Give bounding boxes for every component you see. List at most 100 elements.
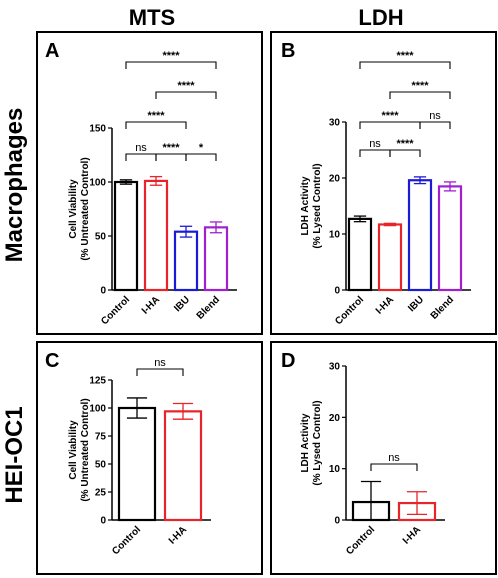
bar-blend xyxy=(203,226,229,292)
significance-bracket xyxy=(185,153,217,161)
error-bar-ibu xyxy=(179,225,193,238)
panel-a-frame xyxy=(36,31,263,335)
y-tick-label: 30 xyxy=(329,118,341,129)
panel-letter-d: D xyxy=(281,350,295,372)
y-tick-label: 150 xyxy=(89,124,106,135)
bar-ibu xyxy=(173,230,199,292)
bar-blend xyxy=(437,185,463,292)
column-title-ldh: LDH xyxy=(358,5,403,30)
significance-label: ns xyxy=(135,142,147,154)
category-label: Control xyxy=(344,524,377,557)
y-tick-label: 10 xyxy=(329,464,341,475)
category-label: IBU xyxy=(406,294,426,314)
error-bar-control xyxy=(353,215,367,223)
significance-label: ns xyxy=(429,110,441,122)
category-label: Control xyxy=(110,524,143,557)
significance-label: **** xyxy=(162,50,180,62)
category-label: Control xyxy=(333,294,366,327)
significance-bracket xyxy=(125,153,157,161)
significance-label: **** xyxy=(147,110,165,122)
plot-b: 0 10 20 30 LDH Activity(% Lysed Control) Cont… xyxy=(300,50,471,327)
error-bar-control xyxy=(360,480,382,521)
y-tick-label: 30 xyxy=(329,362,341,373)
significance-label: **** xyxy=(396,138,414,150)
significance-bracket xyxy=(155,153,187,161)
row-title-hei-oc1: HEI-OC1 xyxy=(1,406,28,503)
significance-bracket xyxy=(125,61,217,69)
y-tick-label: 0 xyxy=(100,516,106,527)
bar-control xyxy=(117,406,157,522)
bar-i-ha xyxy=(377,223,403,292)
y-tick-label: 10 xyxy=(329,230,341,241)
category-label: I-HA xyxy=(167,524,189,546)
panel-letter-b: B xyxy=(281,40,295,62)
y-tick-label: 125 xyxy=(89,376,106,387)
error-bar-ibu xyxy=(413,176,427,185)
bar-control xyxy=(347,217,373,292)
bar-ibu xyxy=(407,179,433,292)
significance-label: **** xyxy=(381,110,399,122)
y-tick-label: 25 xyxy=(95,488,107,499)
category-label: Control xyxy=(99,294,132,327)
significance-bracket xyxy=(389,91,451,99)
panel-letter-c: C xyxy=(45,350,59,372)
panel-d-frame xyxy=(270,341,497,575)
significance-label: **** xyxy=(162,142,180,154)
significance-label: ns xyxy=(369,138,381,150)
significance-bracket xyxy=(389,149,421,157)
category-label: Blend xyxy=(195,294,222,321)
significance-label: **** xyxy=(396,50,414,62)
plot-a: 0 50 100 150 Cell Viability(% Untreated Cont… xyxy=(68,50,237,327)
bar-i-ha xyxy=(143,179,169,292)
significance-bracket xyxy=(136,368,184,376)
error-bar-i-ha xyxy=(406,491,428,516)
y-tick-label: 0 xyxy=(334,516,340,527)
significance-label: **** xyxy=(411,80,429,92)
y-axis-label: LDH Activity(% Lysed Control) xyxy=(300,400,323,485)
significance-bracket xyxy=(359,121,421,129)
category-label: I-HA xyxy=(140,294,162,316)
bar-control xyxy=(113,180,139,292)
y-tick-label: 100 xyxy=(89,404,106,415)
column-title-mts: MTS xyxy=(129,5,175,30)
significance-label: ns xyxy=(388,452,400,464)
bar-i-ha xyxy=(163,410,203,522)
y-tick-label: 50 xyxy=(95,232,107,243)
category-label: IBU xyxy=(172,294,192,314)
y-tick-label: 0 xyxy=(334,286,340,297)
y-tick-label: 50 xyxy=(95,460,107,471)
plot-d: 0 10 20 30 LDH Activity(% Lysed Control) Cont… xyxy=(300,362,445,557)
error-bar-i-ha xyxy=(172,402,194,420)
panel-b-frame xyxy=(270,31,497,335)
y-axis-label: LDH Activity(% Lysed Control) xyxy=(300,163,323,248)
error-bar-i-ha xyxy=(383,222,397,227)
panel-c-frame xyxy=(36,341,263,575)
error-bar-control xyxy=(119,179,133,185)
row-title-macrophages: Macrophages xyxy=(1,108,28,263)
significance-bracket xyxy=(359,61,451,69)
y-axis-label: Cell Viability(% Untreated Control) xyxy=(68,157,91,260)
error-bar-control xyxy=(126,397,148,419)
category-label: I-HA xyxy=(401,524,423,546)
plot-c: 0 25 50 75 100 125 Cell Viability(% Untreated … xyxy=(68,357,211,557)
category-label: I-HA xyxy=(374,294,396,316)
significance-label: * xyxy=(199,142,204,154)
significance-bracket xyxy=(370,463,418,471)
error-bar-i-ha xyxy=(149,175,163,186)
significance-label: **** xyxy=(177,80,195,92)
significance-bracket xyxy=(359,149,391,157)
y-tick-label: 0 xyxy=(100,286,106,297)
error-bar-blend xyxy=(209,221,223,234)
y-tick-label: 100 xyxy=(89,178,106,189)
error-bar-blend xyxy=(443,181,457,192)
panel-letter-a: A xyxy=(45,40,59,62)
significance-bracket xyxy=(125,121,187,129)
y-tick-label: 75 xyxy=(95,432,107,443)
y-axis-label: Cell Viability(% Untreated Control) xyxy=(68,398,91,501)
y-tick-label: 20 xyxy=(329,413,341,424)
significance-label: ns xyxy=(154,357,166,369)
significance-bracket xyxy=(419,121,451,129)
significance-bracket xyxy=(155,91,217,99)
category-label: Blend xyxy=(429,294,456,321)
